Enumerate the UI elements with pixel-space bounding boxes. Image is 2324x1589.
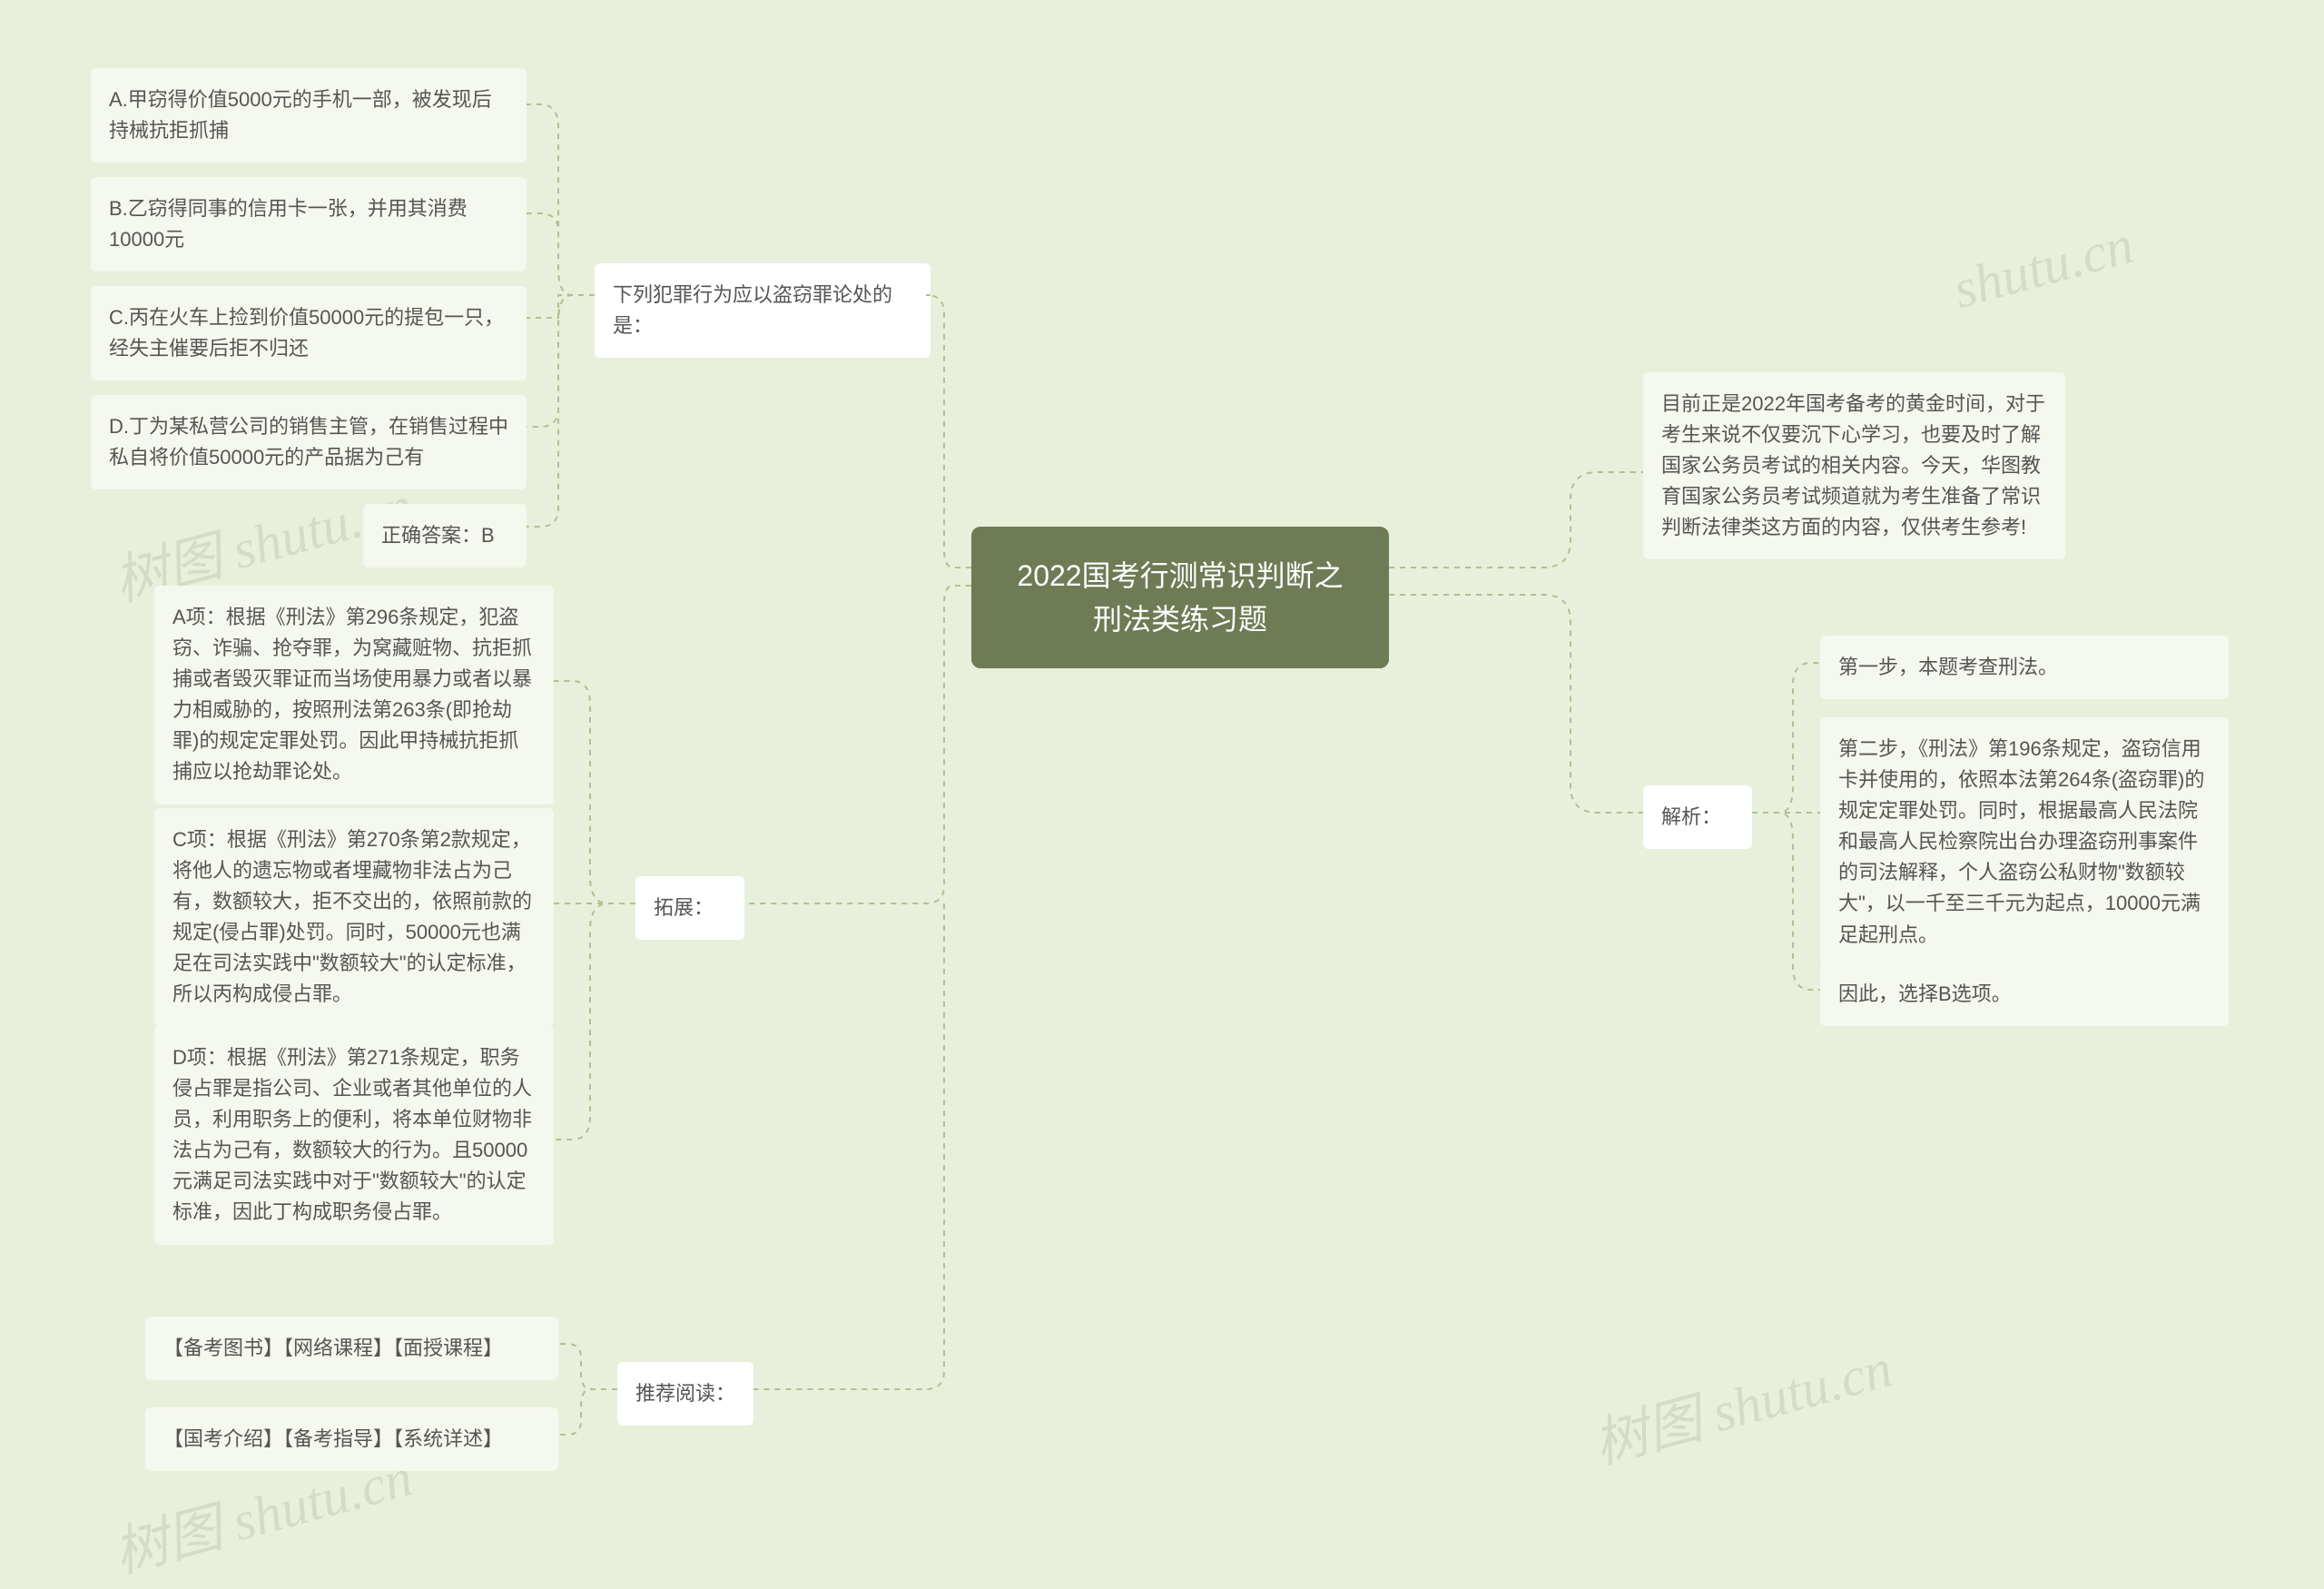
read-row1: 【备考图书】【网络课程】【面授课程】 (145, 1317, 558, 1380)
option-d-text: D.丁为某私营公司的销售主管，在销售过程中私自将价值50000元的产品据为己有 (109, 415, 508, 469)
question-label: 下列犯罪行为应以盗窃罪论处的是： (613, 283, 892, 337)
intro-node: 目前正是2022年国考备考的黄金时间，对于考生来说不仅要沉下心学习，也要及时了解… (1643, 372, 2065, 559)
extend-d-text: D项：根据《刑法》第271条规定，职务侵占罪是指公司、企业或者其他单位的人员，利… (172, 1046, 532, 1223)
analysis-item-2: 第二步，《刑法》第196条规定，盗窃信用卡并使用的，依照本法第264条(盗窃罪)… (1820, 717, 2229, 967)
extend-label-node: 拓展： (635, 876, 744, 940)
analysis-text-2: 第二步，《刑法》第196条规定，盗窃信用卡并使用的，依照本法第264条(盗窃罪)… (1838, 737, 2204, 946)
center-title: 2022国考行测常识判断之刑法类练习题 (971, 527, 1389, 668)
extend-d: D项：根据《刑法》第271条规定，职务侵占罪是指公司、企业或者其他单位的人员，利… (154, 1026, 554, 1245)
analysis-item-3: 因此，选择B选项。 (1820, 962, 2229, 1026)
option-d: D.丁为某私营公司的销售主管，在销售过程中私自将价值50000元的产品据为己有 (91, 395, 527, 489)
extend-c-text: C项：根据《刑法》第270条第2款规定，将他人的遗忘物或者埋藏物非法占为己有，数… (172, 828, 532, 1005)
answer-node: 正确答案：B (363, 504, 527, 568)
analysis-label-node: 解析： (1643, 785, 1752, 849)
read-label-node: 推荐阅读： (617, 1362, 753, 1426)
read-row2-text: 【国考介绍】【备考指导】【系统详述】 (163, 1427, 503, 1450)
extend-a-text: A项：根据《刑法》第296条规定，犯盗窃、诈骗、抢夺罪，为窝藏赃物、抗拒抓捕或者… (172, 606, 532, 783)
extend-label: 拓展： (654, 896, 714, 919)
read-row1-text: 【备考图书】【网络课程】【面授课程】 (163, 1337, 503, 1359)
center-title-text: 2022国考行测常识判断之刑法类练习题 (1017, 559, 1343, 636)
read-row2: 【国考介绍】【备考指导】【系统详述】 (145, 1407, 558, 1471)
option-a-text: A.甲窃得价值5000元的手机一部，被发现后持械抗拒抓捕 (109, 88, 492, 142)
analysis-text-1: 第一步，本题考查刑法。 (1838, 656, 2058, 678)
question-label-node: 下列犯罪行为应以盗窃罪论处的是： (595, 263, 931, 358)
analysis-label: 解析： (1661, 805, 1721, 828)
analysis-text-3: 因此，选择B选项。 (1838, 982, 2012, 1005)
extend-c: C项：根据《刑法》第270条第2款规定，将他人的遗忘物或者埋藏物非法占为己有，数… (154, 808, 554, 1027)
extend-a: A项：根据《刑法》第296条规定，犯盗窃、诈骗、抢夺罪，为窝藏赃物、抗拒抓捕或者… (154, 586, 554, 804)
watermark: shutu.cn (1947, 213, 2141, 321)
option-b-text: B.乙窃得同事的信用卡一张，并用其消费10000元 (109, 197, 468, 251)
analysis-item-1: 第一步，本题考查刑法。 (1820, 636, 2229, 699)
watermark: 树图 shutu.cn (1583, 1324, 1899, 1479)
intro-text: 目前正是2022年国考备考的黄金时间，对于考生来说不仅要沉下心学习，也要及时了解… (1661, 392, 2045, 538)
option-c: C.丙在火车上捡到价值50000元的提包一只，经失主催要后拒不归还 (91, 286, 527, 380)
option-b: B.乙窃得同事的信用卡一张，并用其消费10000元 (91, 177, 527, 271)
answer-text: 正确答案：B (381, 524, 495, 547)
option-a: A.甲窃得价值5000元的手机一部，被发现后持械抗拒抓捕 (91, 68, 527, 163)
option-c-text: C.丙在火车上捡到价值50000元的提包一只，经失主催要后拒不归还 (109, 306, 504, 360)
read-label: 推荐阅读： (635, 1382, 735, 1405)
